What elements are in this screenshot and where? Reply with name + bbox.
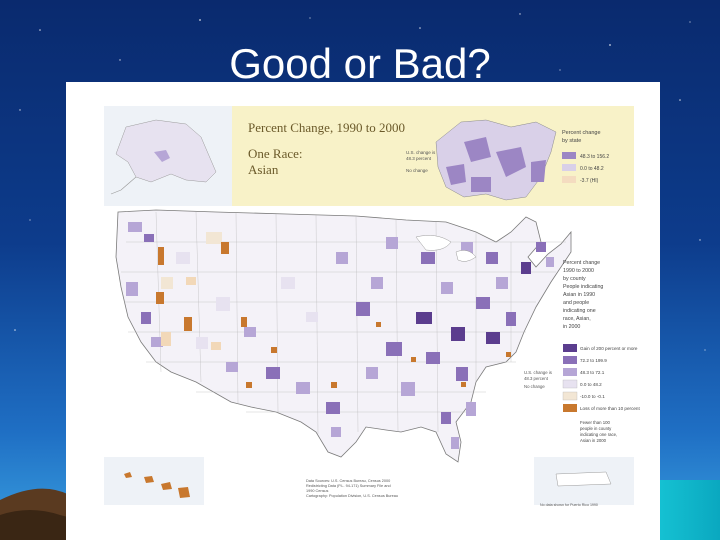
county-legend: Percent change 1990 to 2000 by county Pe… [562, 260, 640, 443]
county-footnote-1: people in county [580, 426, 612, 431]
county-footnote-3: Asian in 2000 [580, 438, 607, 443]
source-line-0: Data Sources: U.S. Census Bureau, Census… [306, 479, 390, 483]
source-line-2: 1990 Census [306, 489, 328, 493]
county-legend-item-6: Loss of more than 10 percent [580, 406, 640, 411]
state-legend-title-1: Percent change [562, 130, 601, 136]
state-inset-map [435, 119, 557, 201]
county-legend-swatch-5 [562, 391, 578, 401]
county-legend-swatch-2 [563, 356, 577, 364]
census-map-panel: Percent Change, 1990 to 2000 One Race: A… [66, 82, 660, 540]
slide-title: Good or Bad? [229, 40, 491, 87]
county-legend-item-5: -10.0 to -0.1 [580, 394, 605, 399]
map-header-subtitle-2: Asian [248, 162, 279, 177]
state-us-change-line2: 48.3 percent [406, 156, 432, 161]
source-line-3: Cartography: Population Division, U.S. C… [306, 494, 398, 498]
county-legend-item-2: 72.2 to 199.9 [580, 358, 607, 363]
county-footnote-0: Fewer than 100 [580, 420, 610, 425]
county-legend-title-2: by county [563, 276, 586, 282]
county-legend-title-0: Percent change [563, 260, 600, 266]
county-legend-item-3: 48.3 to 72.1 [580, 370, 605, 375]
state-legend: Percent change by state 48.3 to 156.2 0.… [562, 130, 609, 184]
state-us-change-line1: U.S. change is [406, 150, 436, 155]
county-legend-title-8: in 2000 [563, 324, 580, 330]
state-legend-title-2: by state [562, 138, 581, 144]
alaska-inset [104, 106, 232, 206]
source-block: Data Sources: U.S. Census Bureau, Census… [306, 479, 398, 498]
county-legend-item-4: 0.0 to 48.2 [580, 382, 602, 387]
source-line-1: Redistricting Data (P.L. 94-171) Summary… [306, 484, 391, 488]
county-legend-title-6: indicating one [563, 308, 596, 314]
county-legend-title-1: 1990 to 2000 [563, 268, 594, 274]
county-legend-swatch-3 [563, 368, 577, 376]
county-legend-title-7: race, Asian, [563, 316, 591, 322]
county-legend-item-1: Gain of 200 percent or more [580, 346, 638, 351]
county-legend-title-5: and people [563, 300, 589, 306]
county-legend-title-4: Asian in 1990 [563, 292, 595, 298]
county-us-change-line1: U.S. change is [524, 370, 552, 375]
county-legend-title-3: People indicating [563, 284, 603, 290]
county-footnote-2: indicating one race, [580, 432, 617, 437]
county-us-change-line2: 48.3 percent [524, 376, 549, 381]
state-legend-swatch-1 [562, 152, 576, 159]
census-map: Percent Change, 1990 to 2000 One Race: A… [104, 106, 640, 507]
state-legend-swatch-3 [562, 176, 576, 183]
puerto-rico-inset [534, 457, 634, 505]
county-no-change: No change [524, 384, 545, 389]
hawaii-inset [104, 457, 204, 505]
county-legend-swatch-4 [562, 379, 578, 389]
map-header-title: Percent Change, 1990 to 2000 [248, 120, 405, 135]
county-legend-swatch-6 [563, 404, 577, 412]
state-legend-item-2: 0.0 to 48.2 [580, 166, 604, 172]
puerto-rico-note: No data shown for Puerto Rico 1990 [540, 503, 598, 507]
state-no-change: No change [406, 168, 428, 173]
state-legend-swatch-2 [562, 164, 576, 171]
state-legend-item-1: 48.3 to 156.2 [580, 154, 609, 160]
map-header-subtitle-1: One Race: [248, 146, 303, 161]
county-legend-swatch-1 [563, 344, 577, 352]
state-legend-item-3: -3.7 (HI) [580, 178, 599, 184]
us-county-map [115, 209, 572, 463]
